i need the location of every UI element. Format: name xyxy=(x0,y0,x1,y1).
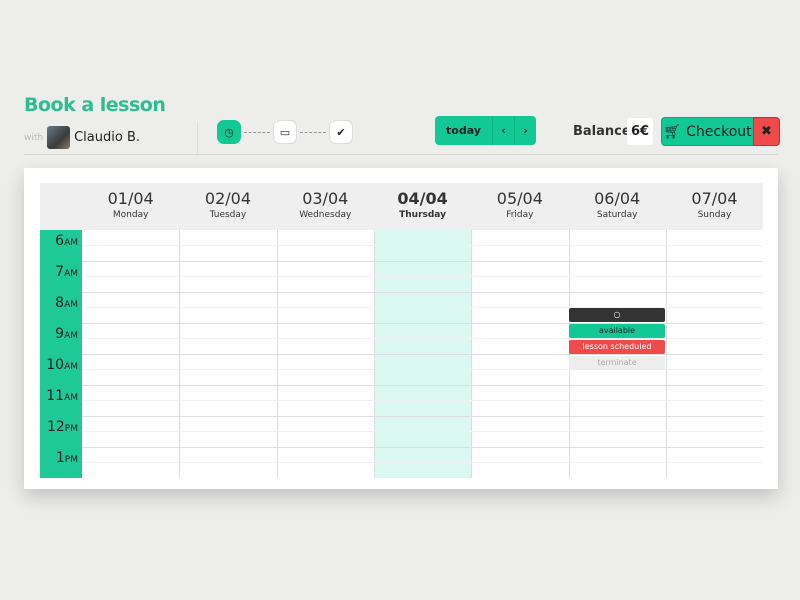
day-date: 01/04 xyxy=(107,189,154,208)
avatar xyxy=(47,126,71,149)
header-divider xyxy=(24,154,778,155)
hour-line xyxy=(82,292,763,293)
page-title: Book a lesson xyxy=(24,94,166,116)
prev-button[interactable]: ‹ xyxy=(493,116,515,145)
hour-label: 10AM xyxy=(46,357,78,373)
step-connector xyxy=(300,131,326,133)
step-indicator: ◷ ▭ ✔ xyxy=(217,120,353,144)
day-name: Friday xyxy=(506,210,534,220)
half-hour-line xyxy=(82,245,763,246)
half-hour-line xyxy=(82,307,763,308)
hour-line xyxy=(82,447,763,448)
check-icon[interactable]: ✔ xyxy=(329,120,353,144)
event-handle[interactable]: ○ xyxy=(569,308,665,322)
day-date: 03/04 xyxy=(302,189,349,208)
day-name: Monday xyxy=(112,210,149,220)
day-header: 01/04 Monday xyxy=(82,183,179,230)
day-header: 06/04 Saturday xyxy=(569,183,666,230)
clock-icon[interactable]: ◷ xyxy=(217,120,241,144)
day-header: 02/04 Tuesday xyxy=(179,183,276,230)
hour-label: 8AM xyxy=(55,295,78,311)
day-name: Wednesday xyxy=(299,210,352,220)
with-label: with xyxy=(24,132,44,143)
day-name: Saturday xyxy=(596,210,638,220)
day-header: 05/04 Friday xyxy=(471,183,568,230)
hour-line xyxy=(82,323,763,324)
hour-line xyxy=(82,385,763,386)
today-button[interactable]: today xyxy=(435,116,493,145)
hour-line xyxy=(82,416,763,417)
half-hour-line xyxy=(82,462,763,463)
hour-label: 6AM xyxy=(55,233,78,249)
day-date: 06/04 xyxy=(594,189,641,208)
cart-icon: 🛒︎ xyxy=(663,123,682,140)
teacher-info: with Claudio B. xyxy=(24,126,140,149)
hour-label: 12PM xyxy=(46,419,78,435)
half-hour-line xyxy=(82,431,763,432)
balance-value: 6€ xyxy=(627,118,653,145)
time-column xyxy=(40,230,82,478)
checkout-label: Checkout xyxy=(686,123,752,140)
day-date: 02/04 xyxy=(204,189,251,208)
day-date: 07/04 xyxy=(691,189,738,208)
hour-label: 11AM xyxy=(46,388,78,404)
cancel-button[interactable]: ✖ xyxy=(753,117,780,146)
calendar-header xyxy=(40,183,763,230)
checkout-button[interactable]: 🛒︎ Checkout xyxy=(661,117,754,146)
balance-label: Balance: xyxy=(573,124,636,139)
option-terminate[interactable]: terminate xyxy=(569,356,665,370)
day-header: 07/04 Sunday xyxy=(666,183,763,230)
day-name: Sunday xyxy=(697,210,732,220)
hour-label: 9AM xyxy=(55,326,78,342)
half-hour-line xyxy=(82,276,763,277)
calendar-nav: today ‹ › xyxy=(435,116,536,145)
step-connector xyxy=(244,131,270,133)
divider xyxy=(197,122,198,154)
day-name: Thursday xyxy=(399,210,446,220)
day-header: 04/04 Thursday xyxy=(374,183,471,230)
day-date: 04/04 xyxy=(397,189,448,208)
hour-line xyxy=(82,261,763,262)
half-hour-line xyxy=(82,338,763,339)
half-hour-line xyxy=(82,369,763,370)
day-name: Tuesday xyxy=(209,210,247,220)
option-lesson-scheduled[interactable]: lesson scheduled xyxy=(569,340,665,354)
next-button[interactable]: › xyxy=(523,124,528,137)
day-date: 05/04 xyxy=(496,189,543,208)
hour-line xyxy=(82,354,763,355)
teacher-name: Claudio B. xyxy=(74,130,141,145)
hour-label: 1PM xyxy=(55,450,78,466)
option-available[interactable]: available xyxy=(569,324,665,338)
credit-card-icon[interactable]: ▭ xyxy=(273,120,297,144)
hour-label: 7AM xyxy=(55,264,78,280)
half-hour-line xyxy=(82,400,763,401)
day-header: 03/04 Wednesday xyxy=(277,183,374,230)
